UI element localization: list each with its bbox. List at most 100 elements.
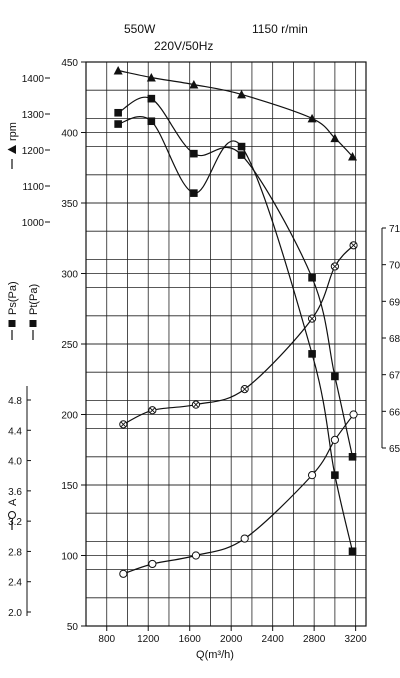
square-marker: [237, 151, 246, 159]
square-marker: [331, 372, 339, 381]
x-tick-label: 1600: [179, 634, 202, 645]
power-label: 550W: [124, 22, 156, 36]
series-line-2: [117, 116, 354, 552]
circle-x-marker: [307, 314, 317, 323]
circle-marker: [119, 569, 128, 578]
x-axis-label: Q(m³/h): [196, 649, 234, 661]
circle-x-cross: [149, 407, 156, 413]
triangle-marker: [307, 113, 317, 123]
rpm-tick-label: 1300: [22, 110, 45, 121]
current-tick-label: 3.2: [8, 517, 22, 528]
pressure-tick-label: 250: [61, 340, 78, 351]
rpm-axis-ticks: 1400 1300 1200 1100 1000: [22, 74, 50, 229]
circle-marker: [330, 435, 339, 444]
rpm-tick-label: 1100: [22, 182, 44, 193]
pt-axis-label: Pt(Pa): [28, 284, 40, 340]
square-marker: [114, 120, 122, 128]
square-marker: [308, 350, 316, 358]
pressure-tick-label: 150: [61, 481, 78, 492]
triangle-marker: [330, 133, 340, 143]
current-tick-label: 4.8: [8, 396, 22, 407]
pressure-tick-label: 450: [61, 58, 78, 69]
square-marker: [348, 547, 357, 556]
speed-label: 1150 r/min: [252, 22, 308, 36]
circle-marker: [148, 559, 157, 569]
current-tick-label: 3.6: [8, 487, 22, 498]
square-marker: [308, 273, 316, 282]
right-tick-label: 65: [389, 444, 400, 455]
triangle-marker: [113, 65, 123, 75]
x-tick-label: 3200: [345, 634, 368, 645]
right-tick-label: 69: [389, 297, 400, 308]
x-tick-label: 1200: [137, 634, 160, 645]
ps-axis-text: Ps(Pa): [7, 281, 19, 315]
circle-x-cross: [120, 421, 127, 428]
circle-x-marker: [330, 262, 339, 271]
circle-x-cross: [193, 401, 199, 408]
circle-x-marker: [349, 241, 358, 250]
grid: [86, 62, 366, 626]
rpm-axis-label: rpm: [7, 122, 19, 169]
current-tick-label: 2.8: [8, 547, 22, 558]
rpm-tick-label: 1200: [22, 146, 45, 157]
circle-x-cross: [332, 263, 338, 270]
current-tick-label: 4.4: [8, 426, 22, 437]
pressure-tick-label: 50: [67, 622, 79, 633]
current-axis-label: A: [7, 498, 19, 530]
x-axis-ticks: 800 1200 1600 2000 2400 2800 3200: [98, 626, 367, 645]
current-axis-ticks: 4.8 4.4 4.0 3.6 3.2 2.8 2.4 2.0: [8, 396, 31, 619]
circle-x-marker: [240, 385, 249, 394]
series-line-4: [123, 414, 355, 575]
circle-marker: [191, 551, 201, 560]
x-tick-label: 800: [98, 634, 115, 645]
x-tick-label: 2400: [262, 634, 285, 645]
series-line-3: [123, 244, 355, 425]
right-tick-label: 66: [389, 407, 400, 418]
triangle-marker: [348, 151, 358, 161]
current-tick-label: 2.0: [8, 608, 22, 619]
square-marker: [190, 189, 198, 197]
current-tick-label: 2.4: [8, 578, 22, 589]
right-tick-label: 68: [389, 334, 400, 345]
rpm-axis-text: rpm: [7, 122, 19, 141]
circle-marker: [240, 534, 249, 543]
x-tick-label: 2000: [220, 634, 243, 645]
right-tick-label: 71: [389, 224, 400, 235]
square-marker: [348, 453, 357, 461]
square-marker: [114, 108, 122, 117]
circle-x-cross: [241, 386, 248, 392]
circle-marker: [349, 410, 358, 419]
x-tick-label: 2800: [303, 634, 326, 645]
square-marker: [237, 142, 246, 151]
circle-x-cross: [350, 242, 357, 249]
pressure-tick-label: 100: [61, 552, 78, 563]
pressure-tick-label: 350: [61, 199, 78, 210]
series-curves: [117, 69, 355, 575]
square-marker: [147, 94, 156, 103]
pressure-axis-ticks: 450 400 350 300 250 200 150 100 50: [61, 58, 86, 633]
circle-marker: [307, 471, 317, 480]
pt-axis-text: Pt(Pa): [28, 284, 40, 315]
circle-x-cross: [309, 315, 315, 322]
triangle-marker: [189, 80, 199, 89]
series-markers: [113, 65, 358, 578]
circle-x-marker: [191, 400, 201, 409]
triangle-marker: [146, 73, 156, 82]
current-axis-text: A: [7, 498, 19, 506]
circle-x-marker: [119, 420, 128, 429]
pressure-tick-label: 200: [61, 411, 78, 422]
series-line-1: [117, 96, 354, 457]
series-line-0: [117, 69, 353, 157]
square-marker: [147, 117, 156, 126]
square-marker: [190, 149, 198, 158]
circle-x-marker: [148, 406, 157, 415]
current-tick-label: 4.0: [8, 457, 22, 468]
pressure-tick-label: 300: [61, 270, 78, 281]
rpm-tick-label: 1400: [22, 74, 45, 85]
right-tick-label: 67: [389, 371, 400, 382]
ps-axis-label: Ps(Pa): [7, 281, 19, 340]
triangle-marker: [237, 89, 247, 99]
rpm-tick-label: 1000: [22, 218, 45, 229]
right-axis-ticks: 71 70 69 68 67 66 65: [382, 224, 400, 455]
